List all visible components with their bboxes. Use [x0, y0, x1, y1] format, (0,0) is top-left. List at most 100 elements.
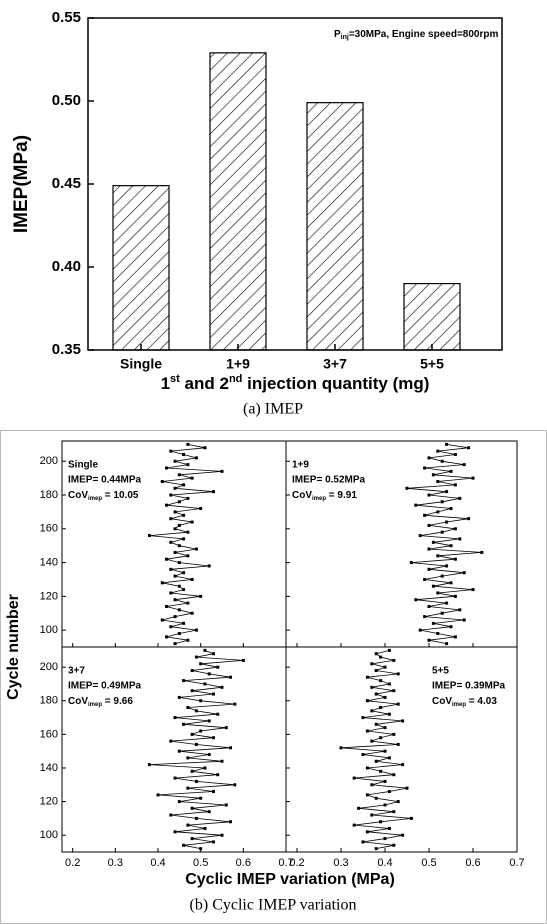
x-axis-label-part: 1 — [161, 374, 170, 393]
panel-cov-script: imep — [312, 496, 326, 502]
x-tick-label: 0.4 — [377, 857, 392, 869]
point — [199, 847, 203, 851]
x-tick-label: 0.2 — [289, 857, 304, 869]
y-tick-label: 0.40 — [52, 258, 81, 275]
bar — [403, 283, 461, 351]
point — [173, 598, 177, 602]
point — [409, 561, 413, 565]
point — [173, 459, 177, 463]
point — [396, 800, 400, 804]
point — [392, 773, 396, 777]
series-line — [340, 650, 412, 849]
point — [453, 453, 457, 457]
point — [190, 689, 194, 693]
point — [453, 594, 457, 598]
x-tick-label: 0.7 — [509, 857, 524, 869]
point — [449, 469, 453, 473]
y-tick-label: 160 — [40, 523, 58, 535]
point — [436, 631, 440, 635]
point — [190, 520, 194, 524]
y-tick-label: 140 — [40, 556, 58, 568]
point — [211, 736, 215, 740]
point — [427, 547, 431, 551]
point — [396, 742, 400, 746]
point — [431, 584, 435, 588]
panel-cov-script: imep — [452, 702, 466, 708]
x-tick-label: 0.3 — [108, 857, 123, 869]
point — [199, 594, 203, 598]
point — [173, 486, 177, 490]
point — [169, 449, 173, 453]
point — [462, 463, 466, 467]
point — [480, 550, 484, 554]
x-axis-label-part: injection quantity (mg) — [242, 374, 429, 393]
y-tick-label: 100 — [40, 829, 58, 841]
point — [147, 763, 151, 767]
point — [186, 823, 190, 827]
point — [427, 604, 431, 608]
series-line — [149, 650, 244, 849]
point — [147, 534, 151, 538]
point — [467, 517, 471, 521]
point — [207, 810, 211, 814]
point — [182, 679, 186, 683]
point — [186, 601, 190, 605]
point — [211, 790, 215, 794]
point — [449, 625, 453, 629]
point — [190, 669, 194, 673]
point — [220, 685, 224, 689]
point — [374, 669, 378, 673]
point — [211, 490, 215, 494]
point — [436, 554, 440, 558]
point — [177, 608, 181, 612]
point — [431, 621, 435, 625]
point — [224, 726, 228, 730]
point — [173, 716, 177, 720]
point — [409, 816, 413, 820]
point — [449, 507, 453, 511]
point — [182, 843, 186, 847]
point — [182, 513, 186, 517]
point — [374, 722, 378, 726]
panel-cov-part: = 10.05 — [102, 490, 139, 501]
point — [374, 692, 378, 696]
point — [211, 692, 215, 696]
point — [365, 729, 369, 733]
y-tick-label: 180 — [40, 489, 58, 501]
point — [418, 534, 422, 538]
bar — [112, 185, 170, 351]
point — [387, 756, 391, 760]
point — [169, 517, 173, 521]
panel-label: Single — [68, 460, 98, 471]
point — [203, 446, 207, 450]
point — [462, 571, 466, 575]
annotation: Pinj=30MPa, Engine speed=800rpm — [334, 29, 498, 42]
y-tick-label: 0.50 — [52, 92, 81, 109]
point — [396, 672, 400, 676]
point — [165, 466, 169, 470]
x-tick-label: 0.2 — [65, 857, 80, 869]
point — [190, 611, 194, 615]
point — [186, 442, 190, 446]
panel-frame — [285, 646, 518, 853]
point — [379, 705, 383, 709]
point — [361, 716, 365, 720]
point — [374, 759, 378, 763]
point — [423, 466, 427, 470]
point — [199, 796, 203, 800]
panel-label: 1+9 — [292, 460, 309, 471]
panel-cov-script: imep — [88, 496, 102, 502]
point — [440, 530, 444, 534]
point — [165, 635, 169, 639]
y-tick-label: 160 — [40, 728, 58, 740]
series-line — [406, 444, 482, 644]
point — [458, 608, 462, 612]
point — [203, 648, 207, 652]
point — [194, 628, 198, 632]
panel-label: 3+7 — [68, 666, 85, 677]
point — [365, 675, 369, 679]
point — [207, 564, 211, 568]
point — [177, 473, 181, 477]
point — [169, 567, 173, 571]
point — [370, 709, 374, 713]
